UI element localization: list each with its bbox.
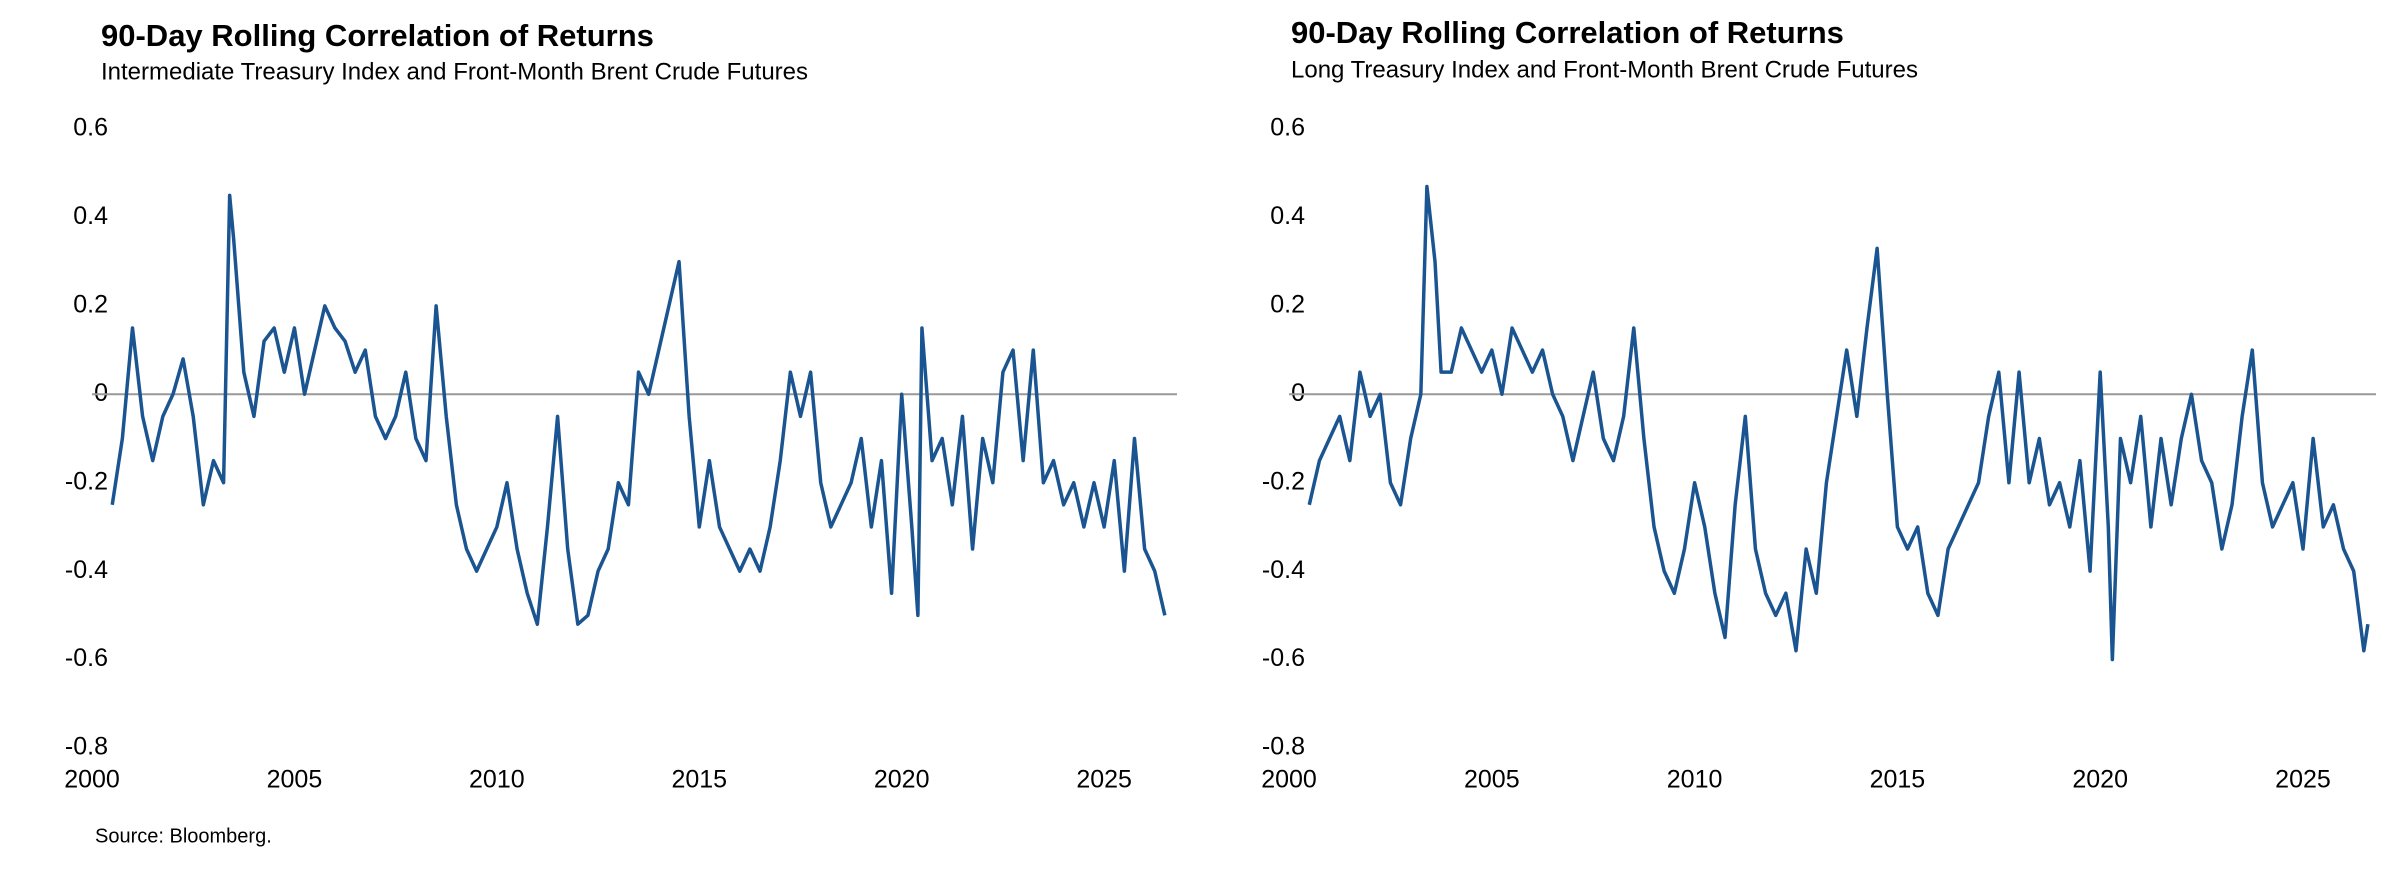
x-tick-label: 2005	[1464, 766, 1520, 794]
y-tick-label: -0.2	[1262, 467, 1305, 495]
y-tick-label: 0.6	[73, 114, 108, 142]
y-tick-label: 0.4	[1270, 202, 1305, 230]
x-tick-label: 2015	[1870, 766, 1926, 794]
y-tick-label: -0.6	[1262, 644, 1305, 672]
y-tick-label: -0.4	[1262, 556, 1305, 584]
x-tick-label: 2000	[64, 766, 120, 794]
y-tick-label: 0.6	[1270, 114, 1305, 142]
x-tick-label: 2025	[2275, 766, 2331, 794]
chart-subtitle: Intermediate Treasury Index and Front-Mo…	[101, 58, 808, 85]
data-line	[110, 193, 1167, 626]
x-tick-label: 2000	[1261, 766, 1317, 794]
x-tick-label: 2020	[874, 766, 930, 794]
y-tick-label: -0.8	[65, 733, 108, 761]
x-tick-label: 2015	[671, 766, 727, 794]
y-tick-label: 0.4	[73, 202, 108, 230]
x-tick-label: 2020	[2072, 766, 2128, 794]
y-tick-label: 0.2	[1270, 290, 1305, 318]
data-line	[1307, 184, 2370, 662]
chart: 90-Day Rolling Correlation of Returns Lon…	[1261, 15, 2376, 794]
y-tick-label: 0	[1291, 379, 1305, 407]
source-note: Source: Bloomberg.	[95, 825, 272, 847]
y-tick-label: 0.2	[73, 290, 108, 318]
chart-subtitle: Long Treasury Index and Front-Month Bren…	[1291, 56, 1918, 83]
y-tick-label: 0	[94, 379, 108, 407]
y-tick-label: -0.6	[65, 644, 108, 672]
x-tick-label: 2025	[1076, 766, 1132, 794]
y-tick-label: -0.8	[1262, 733, 1305, 761]
x-tick-label: 2010	[1667, 766, 1723, 794]
y-tick-label: -0.4	[65, 556, 108, 584]
chart: 90-Day Rolling Correlation of Returns Int…	[64, 18, 1177, 794]
chart-title: 90-Day Rolling Correlation of Returns	[1291, 15, 1844, 50]
y-tick-label: -0.2	[65, 467, 108, 495]
chart-title: 90-Day Rolling Correlation of Returns	[101, 18, 654, 53]
x-tick-label: 2005	[267, 766, 323, 794]
x-tick-label: 2010	[469, 766, 525, 794]
